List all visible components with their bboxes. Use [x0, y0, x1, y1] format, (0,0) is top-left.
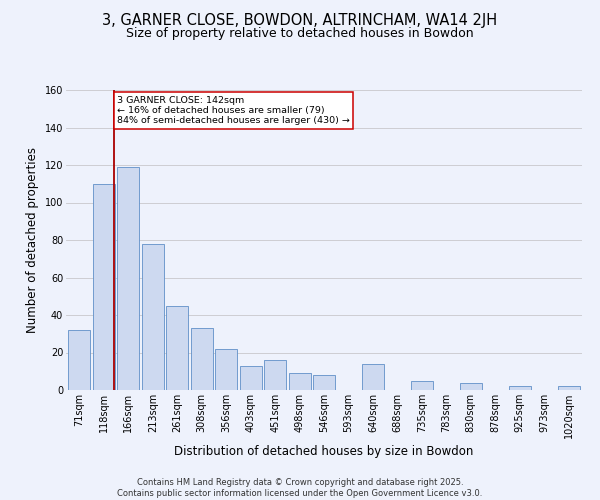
Bar: [411, 380, 433, 390]
Bar: [264, 360, 286, 390]
Bar: [509, 386, 530, 390]
Bar: [191, 328, 213, 390]
Bar: [239, 366, 262, 390]
Bar: [460, 382, 482, 390]
X-axis label: Distribution of detached houses by size in Bowdon: Distribution of detached houses by size …: [175, 445, 473, 458]
Text: Contains HM Land Registry data © Crown copyright and database right 2025.
Contai: Contains HM Land Registry data © Crown c…: [118, 478, 482, 498]
Bar: [313, 375, 335, 390]
Bar: [142, 244, 164, 390]
Bar: [215, 349, 237, 390]
Text: 3, GARNER CLOSE, BOWDON, ALTRINCHAM, WA14 2JH: 3, GARNER CLOSE, BOWDON, ALTRINCHAM, WA1…: [103, 12, 497, 28]
Bar: [93, 184, 115, 390]
Y-axis label: Number of detached properties: Number of detached properties: [26, 147, 39, 333]
Text: Size of property relative to detached houses in Bowdon: Size of property relative to detached ho…: [126, 28, 474, 40]
Text: 3 GARNER CLOSE: 142sqm
← 16% of detached houses are smaller (79)
84% of semi-det: 3 GARNER CLOSE: 142sqm ← 16% of detached…: [117, 96, 350, 126]
Bar: [68, 330, 91, 390]
Bar: [118, 167, 139, 390]
Bar: [166, 306, 188, 390]
Bar: [289, 373, 311, 390]
Bar: [557, 386, 580, 390]
Bar: [362, 364, 384, 390]
